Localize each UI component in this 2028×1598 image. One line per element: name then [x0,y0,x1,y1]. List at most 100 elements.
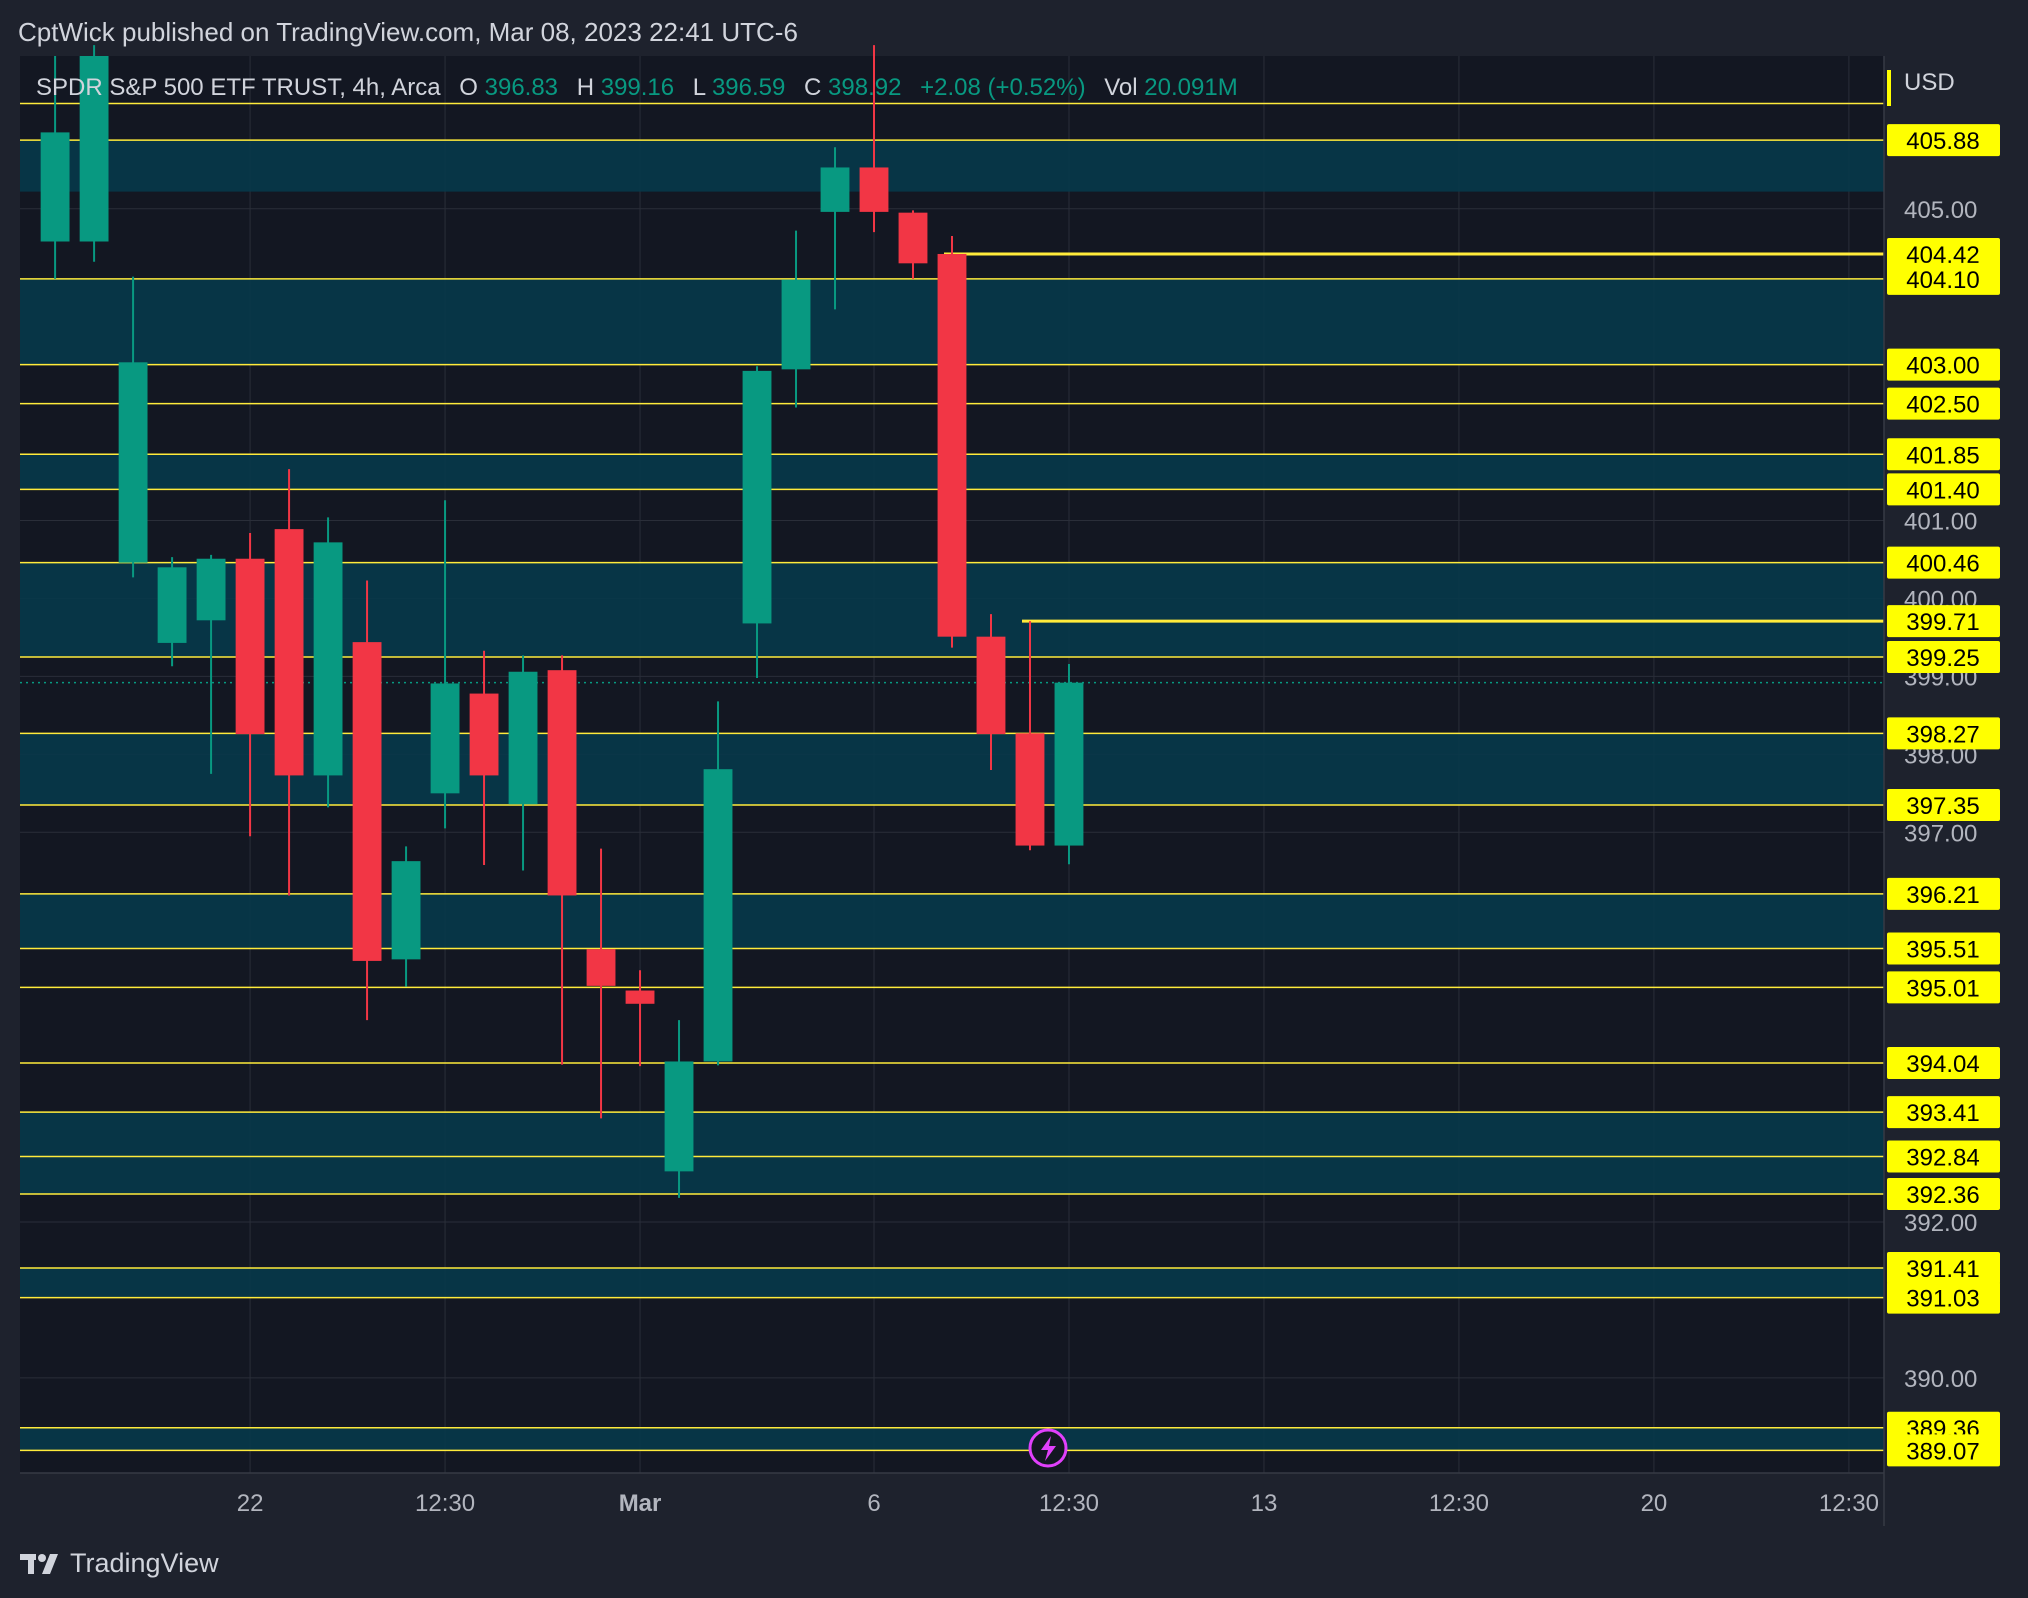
level-badge-label: 401.85 [1906,442,1979,469]
candle-up[interactable] [196,554,226,774]
candle-down[interactable] [898,210,928,279]
candle-down[interactable] [274,469,304,896]
level-badge: 393.41 [1887,1096,2000,1129]
candle-down[interactable] [625,970,655,1067]
level-badge: 401.85 [1887,438,2000,471]
candle-down[interactable] [586,848,616,1119]
candle-down[interactable] [1015,621,1045,851]
price-tick-label: 392.00 [1904,1210,1977,1237]
level-zone [20,140,1884,192]
level-badge-bg [1887,717,2000,750]
candle-body [898,212,928,264]
legend-symbol: SPDR S&P 500 ETF TRUST, 4h, Arca [36,74,441,101]
legend-low-value: 396.59 [712,74,785,101]
candle-up[interactable] [781,230,811,408]
level-badge-bg [1887,124,2000,157]
lightning-icon[interactable] [1028,1428,1068,1468]
candle-body [937,253,967,637]
candle-body [391,861,421,960]
level-badge: 398.27 [1887,717,2000,750]
time-tick-label: 22 [237,1490,264,1517]
candle-up[interactable] [508,655,538,871]
candle-body [859,167,889,212]
candle-down[interactable] [937,236,967,648]
level-badge-bg [1887,789,2000,822]
level-badge-label: 403.00 [1906,353,1979,380]
level-badge: 403.00 [1887,348,2000,381]
price-tick-label: 397.00 [1904,820,1977,847]
level-badge: 401.40 [1887,473,2000,506]
candle-body [508,671,538,805]
level-badge-label: 404.10 [1906,267,1979,294]
level-zone [20,1268,1884,1298]
level-badge-label: 389.07 [1906,1438,1979,1465]
candle-down[interactable] [547,655,577,1065]
level-badge-bg [1887,1434,2000,1467]
candle-up[interactable] [664,1020,694,1198]
candle-body [781,279,811,370]
level-badge: 392.36 [1887,1177,2000,1210]
price-tick-label: 390.00 [1904,1366,1977,1393]
candle-body [40,132,70,242]
legend-close-value: 398.92 [828,74,901,101]
candle-up[interactable] [313,517,343,808]
level-zone [20,1112,1884,1194]
candle-up[interactable] [40,56,70,279]
legend-change: +2.08 (+0.52%) [920,74,1085,101]
level-badge: 402.50 [1887,387,2000,420]
level-badge-label: 394.04 [1906,1051,1979,1078]
time-tick-label: 12:30 [415,1490,475,1517]
candle-down[interactable] [235,533,265,837]
level-badge-bg [1887,1281,2000,1314]
legend-volume-value: 20.091M [1144,74,1237,101]
level-badge-label: 392.84 [1906,1145,1979,1172]
level-badge-bg [1887,605,2000,638]
level-badge-label: 396.21 [1906,882,1979,909]
candles[interactable] [40,45,1084,1198]
level-badge-label: 400.46 [1906,551,1979,578]
candle-up[interactable] [1054,663,1084,865]
price-tick-label: 405.00 [1904,197,1977,224]
level-badge-label: 399.25 [1906,645,1979,672]
candle-up[interactable] [820,147,850,310]
candle-body [1015,733,1045,846]
level-badge-label: 398.27 [1906,721,1979,748]
level-badge-bg [1887,546,2000,579]
candle-up[interactable] [79,45,109,262]
level-badge: 399.25 [1887,640,2000,673]
level-badge-bg [1887,932,2000,965]
candle-down[interactable] [352,580,382,1021]
candle-body [196,558,226,621]
candle-body [976,636,1006,735]
price-tick-label: 401.00 [1904,509,1977,536]
level-zone [20,1427,1884,1451]
candle-down[interactable] [469,650,499,866]
top-level-marker [1887,70,1891,106]
level-badge-bg [1887,877,2000,910]
level-badge-bg [1887,971,2000,1004]
candle-up[interactable] [430,500,460,829]
level-badge: 391.03 [1887,1281,2000,1314]
level-badge-bg [1887,262,2000,295]
level-badge-bg [1887,1252,2000,1285]
tradingview-logo[interactable]: TradingView [20,1548,219,1579]
level-badge: 397.35 [1887,789,2000,822]
candle-up[interactable] [391,846,421,987]
candle-body [742,370,772,624]
candle-up[interactable] [157,557,187,667]
time-axis[interactable]: 22 12:30 Mar 6 12:30 13 12:30 20 12:30 [237,1490,1879,1517]
candle-up[interactable] [742,366,772,678]
currency-label[interactable]: USD [1904,69,1955,96]
tradingview-logo-text: TradingView [70,1548,219,1578]
candle-down[interactable] [976,614,1006,770]
candle-up[interactable] [703,701,733,1066]
level-badge: 394.04 [1887,1047,2000,1080]
time-tick-label: 12:30 [1039,1490,1099,1517]
level-badge: 404.10 [1887,262,2000,295]
candle-up[interactable] [118,276,148,578]
time-tick-label: 12:30 [1429,1490,1489,1517]
time-tick-label: 20 [1641,1490,1668,1517]
candle-down[interactable] [859,45,889,233]
publisher-header: CptWick published on TradingView.com, Ma… [18,17,798,47]
